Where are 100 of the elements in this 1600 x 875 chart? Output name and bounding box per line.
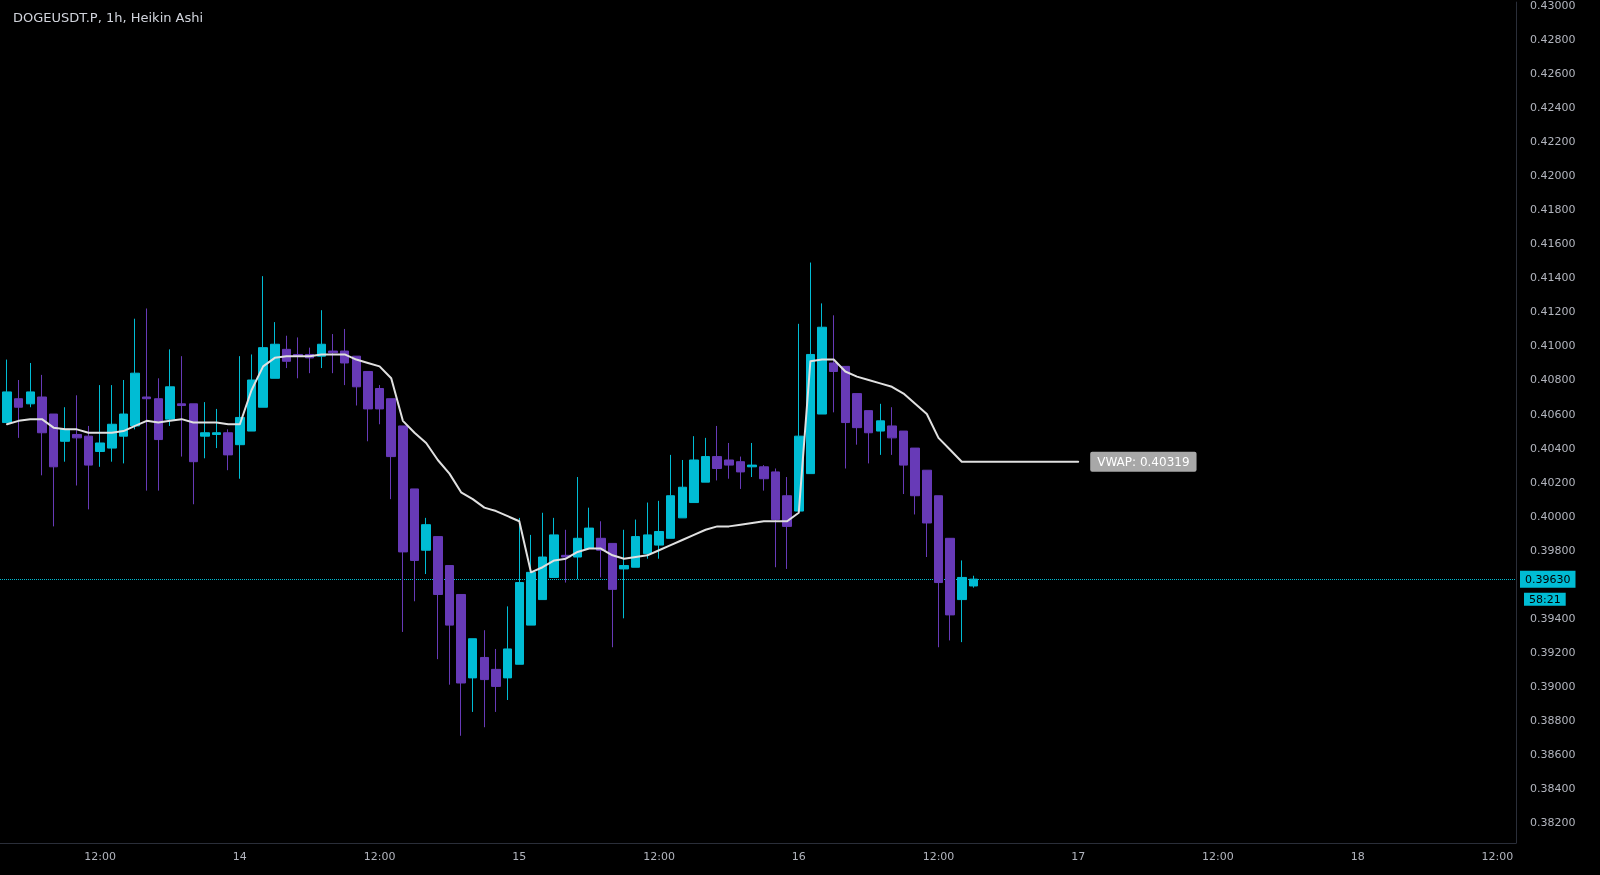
candlestick: [584, 507, 594, 550]
candlestick: [689, 435, 699, 504]
candlestick: [782, 476, 792, 570]
candlestick: [573, 476, 582, 580]
x-tick-label: 12:00: [643, 850, 675, 863]
candlestick: [189, 403, 198, 505]
candlestick: [142, 308, 151, 492]
y-tick-label: 0.42800: [1530, 33, 1576, 47]
candlestick: [701, 437, 710, 483]
x-tick-label: 12:00: [1481, 850, 1514, 863]
candlestick: [468, 638, 477, 713]
candlestick: [445, 565, 454, 686]
candlestick: [421, 517, 431, 575]
candlestick: [747, 442, 757, 478]
candlestick: [223, 428, 233, 471]
candlestick: [247, 353, 256, 432]
candlestick: [235, 355, 245, 480]
y-tick-label: 0.38200: [1530, 816, 1576, 830]
candlestick: [177, 355, 186, 458]
x-tick-label: 12:00: [1202, 850, 1234, 863]
candlestick: [631, 519, 640, 568]
y-tick-label: 0.42000: [1530, 169, 1576, 183]
candlestick: [480, 629, 489, 728]
candlestick: [736, 456, 745, 490]
candlestick: [130, 318, 140, 430]
candlestick: [910, 447, 920, 515]
candlestick: [375, 384, 384, 425]
candlestick: [678, 459, 687, 519]
candlestick: [386, 398, 396, 500]
candlestick: [491, 648, 501, 713]
candlestick: [922, 469, 932, 558]
candlestick: [934, 495, 943, 648]
candlestick: [72, 394, 82, 487]
candlestick: [876, 403, 885, 456]
candlestick: [200, 401, 210, 459]
candlestick: [95, 384, 105, 468]
candlestick: [26, 362, 35, 408]
y-tick-label: 0.38400: [1530, 782, 1576, 796]
candlestick: [212, 408, 221, 449]
y-tick-label: 0.40000: [1530, 509, 1576, 523]
candlestick: [14, 379, 23, 439]
y-tick-label: 0.41400: [1530, 271, 1576, 285]
x-tick-label: 16: [791, 850, 806, 863]
candlestick: [328, 333, 338, 374]
candlestick: [2, 359, 12, 424]
y-tick-label: 0.42200: [1530, 135, 1576, 149]
candlestick: [84, 425, 93, 510]
text: 58:21: [1529, 592, 1561, 606]
y-tick-label: 0.39200: [1530, 645, 1576, 659]
candlestick: [899, 430, 908, 495]
x-tick-label: 12:00: [922, 850, 955, 863]
candlestick: [258, 275, 268, 408]
candlestick: [352, 355, 361, 407]
candlestick: [410, 488, 419, 602]
y-tick-label: 0.38600: [1530, 747, 1576, 761]
candlestick: [771, 468, 780, 568]
candlestick: [596, 520, 606, 578]
candlestick: [119, 379, 128, 464]
candlestick: [503, 605, 512, 701]
y-tick-label: 0.41200: [1530, 305, 1576, 319]
x-tick-label: 18: [1350, 850, 1365, 863]
y-tick-label: 0.39400: [1530, 611, 1576, 625]
candlestick: [666, 454, 675, 539]
candlestick: [398, 425, 408, 633]
y-tick-label: 0.41800: [1530, 203, 1576, 217]
text: DOGEUSDT.P, 1h, Heikin Ashi: [13, 10, 204, 25]
candlestick: [37, 374, 47, 476]
candlestick: [829, 314, 838, 413]
candlestick: [759, 464, 769, 492]
candlestick: [456, 593, 466, 737]
candlestick: [712, 425, 722, 481]
candlestick: [887, 406, 897, 456]
candlestick: [945, 537, 955, 641]
x-tick-label: 12:00: [84, 850, 116, 863]
candlestick: [49, 413, 58, 527]
candlestick: [154, 377, 163, 492]
candlestick: [841, 365, 850, 470]
y-tick-label: 0.40600: [1530, 407, 1576, 421]
candlestick: [817, 302, 827, 415]
candlestick: [270, 321, 280, 379]
y-tick-label: 0.40200: [1530, 475, 1576, 489]
candlestick: [608, 542, 617, 648]
candlestick: [724, 442, 734, 480]
annotation: VWAP: 0.40319: [1097, 454, 1190, 469]
y-tick-label: 0.42600: [1530, 67, 1576, 81]
candlestick: [852, 393, 862, 446]
x-tick-label: 15: [512, 850, 527, 863]
ref-line-label: 0.39630: [1525, 572, 1571, 586]
y-tick-label: 0.39800: [1530, 543, 1576, 557]
y-tick-label: 0.38800: [1530, 713, 1576, 727]
y-tick-label: 0.41600: [1530, 237, 1576, 251]
candlestick: [806, 262, 815, 475]
candlestick: [864, 410, 873, 464]
y-tick-label: 0.43000: [1530, 0, 1576, 12]
x-tick-label: 17: [1071, 850, 1086, 863]
candlestick: [60, 406, 70, 463]
y-tick-label: 0.39000: [1530, 679, 1576, 693]
x-tick-label: 14: [232, 850, 247, 863]
y-tick-label: 0.42400: [1530, 101, 1576, 115]
y-tick-label: 0.40400: [1530, 441, 1576, 455]
